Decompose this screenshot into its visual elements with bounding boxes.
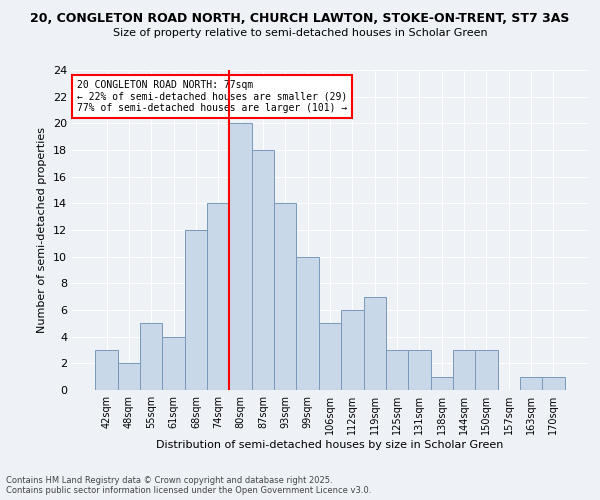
Bar <box>542 376 565 390</box>
Bar <box>475 350 497 390</box>
Bar <box>386 350 408 390</box>
Bar <box>140 324 163 390</box>
Bar <box>431 376 453 390</box>
Bar <box>252 150 274 390</box>
Text: 20 CONGLETON ROAD NORTH: 77sqm
← 22% of semi-detached houses are smaller (29)
77: 20 CONGLETON ROAD NORTH: 77sqm ← 22% of … <box>77 80 347 113</box>
Bar <box>207 204 229 390</box>
Text: 20, CONGLETON ROAD NORTH, CHURCH LAWTON, STOKE-ON-TRENT, ST7 3AS: 20, CONGLETON ROAD NORTH, CHURCH LAWTON,… <box>31 12 569 26</box>
Bar <box>341 310 364 390</box>
Bar <box>95 350 118 390</box>
Bar <box>319 324 341 390</box>
Bar <box>229 124 252 390</box>
Y-axis label: Number of semi-detached properties: Number of semi-detached properties <box>37 127 47 333</box>
Bar <box>274 204 296 390</box>
Bar <box>364 296 386 390</box>
X-axis label: Distribution of semi-detached houses by size in Scholar Green: Distribution of semi-detached houses by … <box>157 440 503 450</box>
Text: Contains HM Land Registry data © Crown copyright and database right 2025.
Contai: Contains HM Land Registry data © Crown c… <box>6 476 371 495</box>
Bar <box>453 350 475 390</box>
Bar <box>185 230 207 390</box>
Bar <box>296 256 319 390</box>
Bar <box>163 336 185 390</box>
Bar <box>408 350 431 390</box>
Bar <box>520 376 542 390</box>
Bar <box>118 364 140 390</box>
Text: Size of property relative to semi-detached houses in Scholar Green: Size of property relative to semi-detach… <box>113 28 487 38</box>
